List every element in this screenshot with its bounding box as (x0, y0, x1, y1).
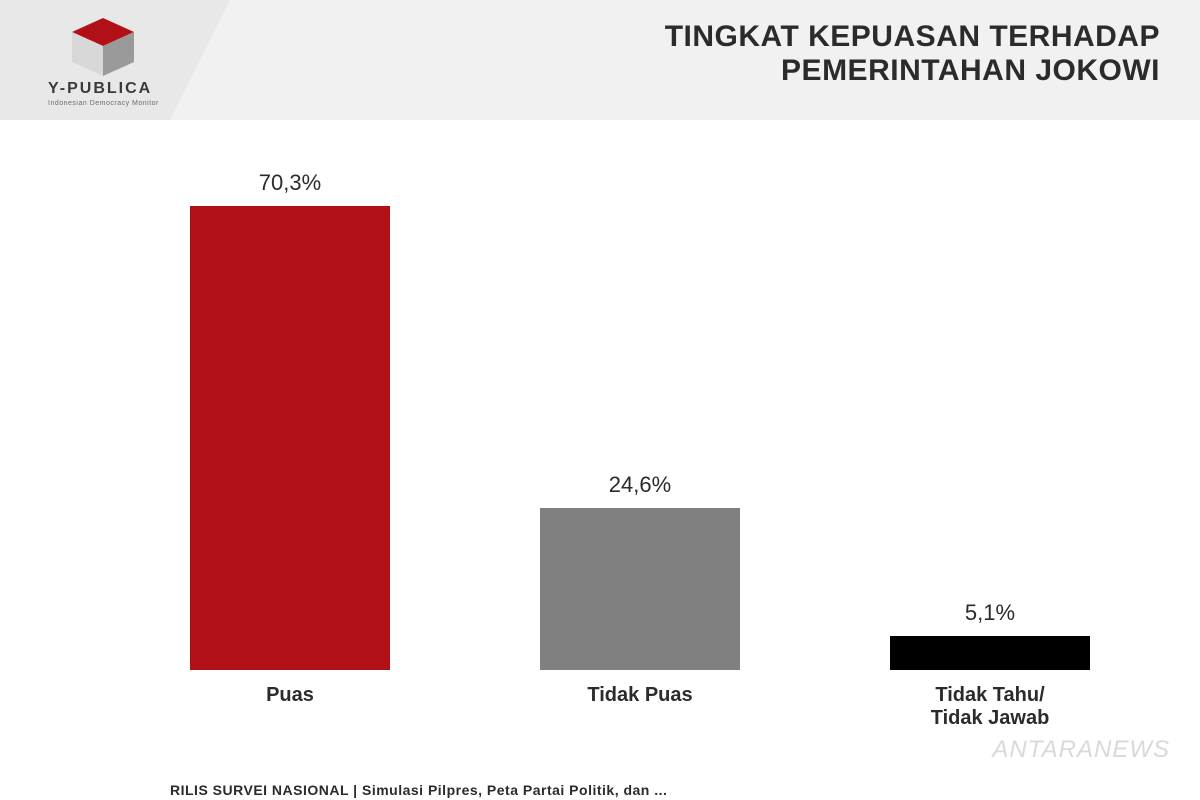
watermark-text: ANTARANEWS (992, 736, 1170, 764)
title-line-1: TINGKAT KEPUASAN TERHADAP (665, 20, 1160, 54)
bar-slot: 70,3%Puas (160, 150, 420, 670)
bar-category-label: Tidak Puas (587, 684, 692, 707)
bar (540, 508, 740, 670)
logo: Y-PUBLICA Indonesian Democracy Monitor (0, 0, 230, 120)
bar (890, 636, 1090, 670)
bar-chart: 70,3%Puas24,6%Tidak Puas5,1%Tidak Tahu/ … (40, 140, 1160, 750)
bar-category-label: Puas (266, 684, 314, 707)
bar-value-label: 5,1% (965, 600, 1015, 626)
footer-cutoff-text: RILIS SURVEI NASIONAL | Simulasi Pilpres… (170, 782, 667, 798)
bar-value-label: 24,6% (609, 472, 671, 498)
bar-category-label: Tidak Tahu/ Tidak Jawab (931, 684, 1050, 730)
page-title: TINGKAT KEPUASAN TERHADAP PEMERINTAHAN J… (665, 20, 1160, 88)
logo-cube-icon (68, 18, 138, 78)
bar (190, 206, 390, 670)
logo-tagline: Indonesian Democracy Monitor (48, 100, 159, 107)
logo-brand-text: Y-PUBLICA (48, 80, 152, 98)
bar-value-label: 70,3% (259, 170, 321, 196)
stage: Y-PUBLICA Indonesian Democracy Monitor T… (0, 0, 1200, 800)
bars-container: 70,3%Puas 24,6%Tidak Puas 5,1%Tidak Tahu/ … (40, 150, 1160, 670)
bar-slot: 5,1%Tidak Tahu/ Tidak Jawab (860, 150, 1120, 670)
title-line-2: PEMERINTAHAN JOKOWI (665, 54, 1160, 88)
bar-slot: 24,6%Tidak Puas (510, 150, 770, 670)
